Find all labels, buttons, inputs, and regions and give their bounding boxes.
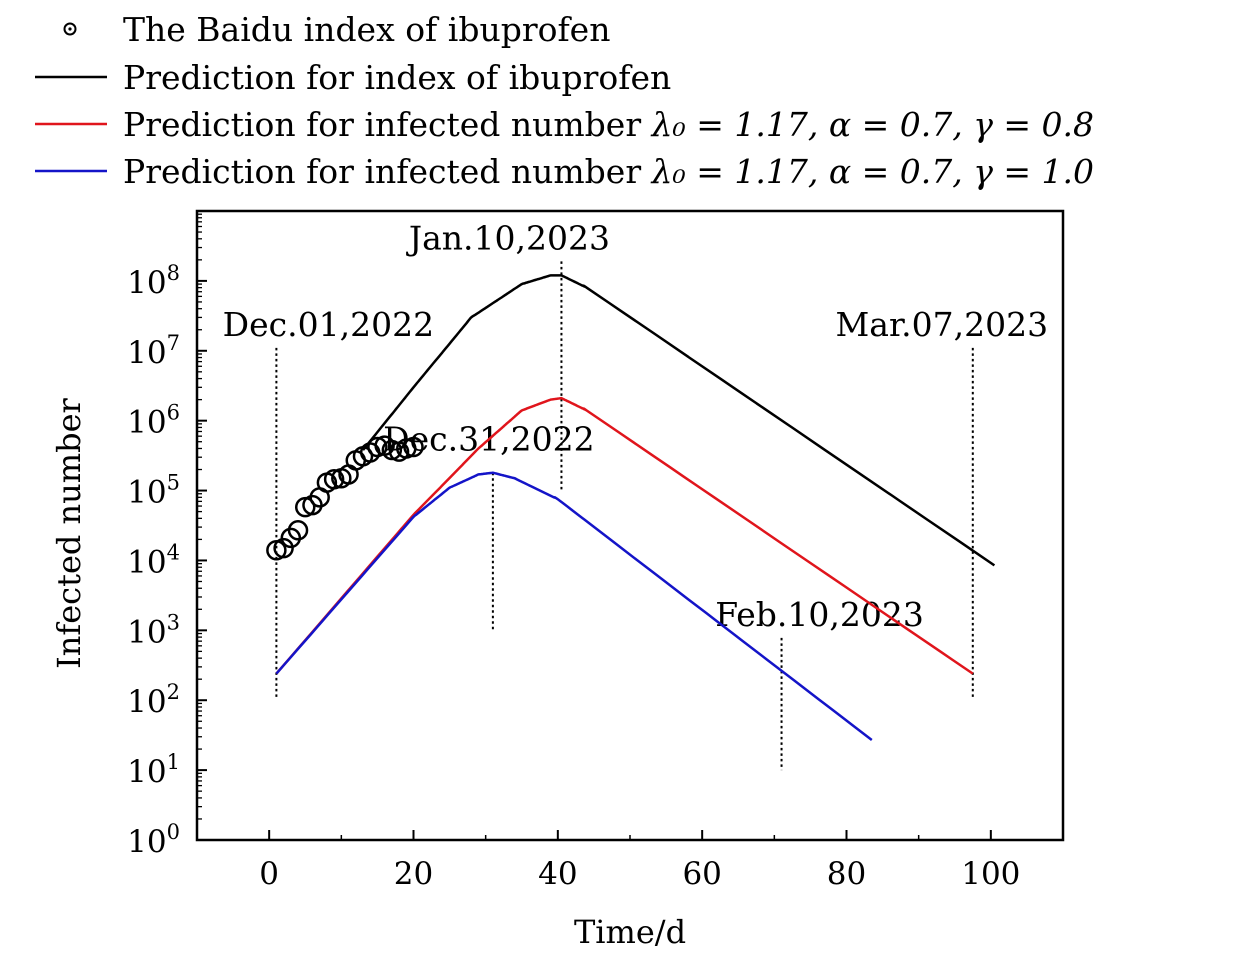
minor-ticks xyxy=(196,213,1064,840)
y-tick-label: 100 xyxy=(127,820,180,860)
legend-item: Prediction for index of ibuprofen xyxy=(35,58,671,97)
legend-marker-dot xyxy=(68,27,72,31)
x-axis-title: Time/d xyxy=(574,913,686,951)
data-point xyxy=(381,439,403,461)
legend: The Baidu index of ibuprofen Prediction f… xyxy=(35,10,1094,191)
legend-item: Prediction for infected number λ₀ = 1.17… xyxy=(35,105,1094,144)
data-point xyxy=(273,537,294,559)
annotations: Dec.01,2022Jan.10,2023Dec.31,2022Feb.10,… xyxy=(223,218,1049,771)
legend-text: The Baidu index of ibuprofen xyxy=(123,10,610,49)
y-tick-label: 105 xyxy=(127,471,180,511)
series-line-1 xyxy=(362,274,996,567)
x-tick-label: 100 xyxy=(961,856,1020,892)
y-tick-label: 106 xyxy=(127,401,180,441)
y-tick-label: 102 xyxy=(127,680,180,720)
y-tick-label: 104 xyxy=(127,540,180,580)
annotation-label: Feb.10,2023 xyxy=(715,595,924,634)
x-tick-label: 60 xyxy=(682,856,721,892)
major-ticks xyxy=(197,279,992,841)
legend-label: The Baidu index of ibuprofen xyxy=(123,10,610,49)
data-point xyxy=(396,438,417,459)
legend-text: Prediction for infected number xyxy=(123,152,641,191)
y-tick-label: 101 xyxy=(127,750,180,790)
legend-text: Prediction for index of ibuprofen xyxy=(123,58,671,97)
x-tick-label: 20 xyxy=(394,856,433,892)
y-tick-label: 108 xyxy=(127,261,180,301)
legend-label: Prediction for index of ibuprofen xyxy=(123,58,671,97)
legend-marker-circle xyxy=(63,22,77,36)
series-markers xyxy=(266,435,424,561)
x-tick-label: 40 xyxy=(538,856,577,892)
y-tick-label: 103 xyxy=(127,610,180,650)
series-line-2 xyxy=(275,396,974,675)
legend-label: Prediction for infected number λ₀ = 1.17… xyxy=(123,105,1094,144)
series-line-3 xyxy=(275,471,873,741)
data-point xyxy=(403,436,424,458)
y-axis-title: Infected number xyxy=(50,397,88,668)
x-tick-label: 80 xyxy=(827,856,866,892)
legend-item: Prediction for infected number λ₀ = 1.17… xyxy=(35,152,1094,191)
annotation-label: Mar.07,2023 xyxy=(836,305,1049,344)
data-point xyxy=(287,520,309,541)
legend-text: Prediction for infected number xyxy=(123,105,641,144)
annotation-label: Dec.01,2022 xyxy=(223,305,434,344)
legend-item: The Baidu index of ibuprofen xyxy=(63,10,610,49)
data-point xyxy=(367,436,388,458)
x-tick-label: 0 xyxy=(259,856,279,892)
legend-equation: λ₀ = 1.17, α = 0.7, γ = 1.0 xyxy=(641,152,1094,191)
series-layer xyxy=(266,274,996,741)
y-tick-label: 107 xyxy=(127,331,180,371)
legend-equation: λ₀ = 1.17, α = 0.7, γ = 0.8 xyxy=(641,105,1094,144)
annotation-label: Jan.10,2023 xyxy=(406,218,610,257)
data-point xyxy=(323,469,345,490)
tick-labels: 0 20 40 60 80 100 100 101 102 103 104 105 106 107 108 xyxy=(127,261,1020,892)
legend-label: Prediction for infected number λ₀ = 1.17… xyxy=(123,152,1094,191)
